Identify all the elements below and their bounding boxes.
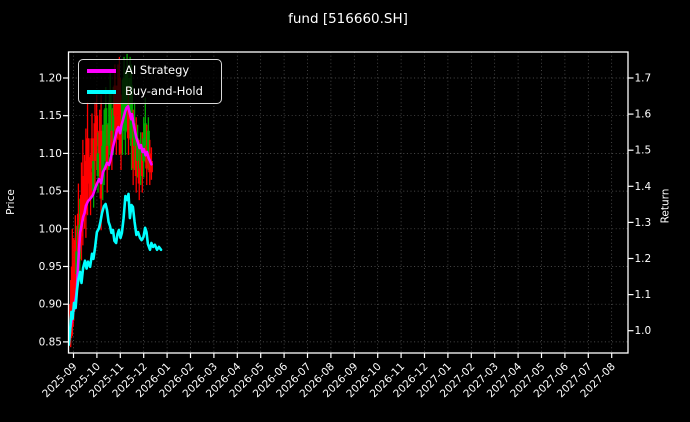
- legend: AI Strategy Buy-and-Hold: [78, 59, 222, 104]
- legend-label-buy-and-hold: Buy-and-Hold: [125, 84, 203, 99]
- y-tick-label-price: 1.10: [39, 148, 62, 160]
- line-series: [68, 104, 163, 347]
- y-tick-label-return: 1.2: [635, 253, 652, 265]
- legend-label-ai-strategy: AI Strategy: [125, 63, 190, 78]
- legend-item-buy-and-hold: Buy-and-Hold: [87, 84, 213, 100]
- y-tick-label-price: 1.00: [39, 223, 62, 235]
- y-tick-label-price: 1.05: [39, 186, 62, 198]
- buy-and-hold-line-swatch: [87, 90, 116, 94]
- y-tick-label-return: 1.1: [635, 289, 652, 301]
- y-tick-label-price: 1.20: [39, 73, 62, 85]
- legend-item-ai-strategy: AI Strategy: [87, 63, 213, 79]
- right-axis-label: Return: [660, 189, 672, 224]
- y-tick-label-return: 1.3: [635, 217, 652, 229]
- chart-title: fund [516660.SH]: [288, 11, 408, 27]
- y-tick-label-return: 1.6: [635, 109, 652, 121]
- plot-border: [67, 51, 629, 354]
- y-tick-label-price: 1.15: [39, 110, 62, 122]
- y-tick-label-return: 1.7: [635, 73, 652, 85]
- y-tick-label-return: 1.5: [635, 145, 652, 157]
- series-line-ai-strategy: [68, 104, 153, 344]
- y-tick-label-price: 0.85: [39, 336, 62, 348]
- series-line-buy-and-hold: [68, 192, 163, 347]
- y-tick-label-price: 0.95: [39, 261, 62, 273]
- y-tick-label-return: 1.4: [635, 181, 652, 193]
- y-tick-label-price: 0.90: [39, 299, 62, 311]
- y-tick-label-return: 1.0: [635, 325, 652, 337]
- left-axis-label: Price: [5, 189, 17, 215]
- ai-strategy-line-swatch: [87, 69, 116, 73]
